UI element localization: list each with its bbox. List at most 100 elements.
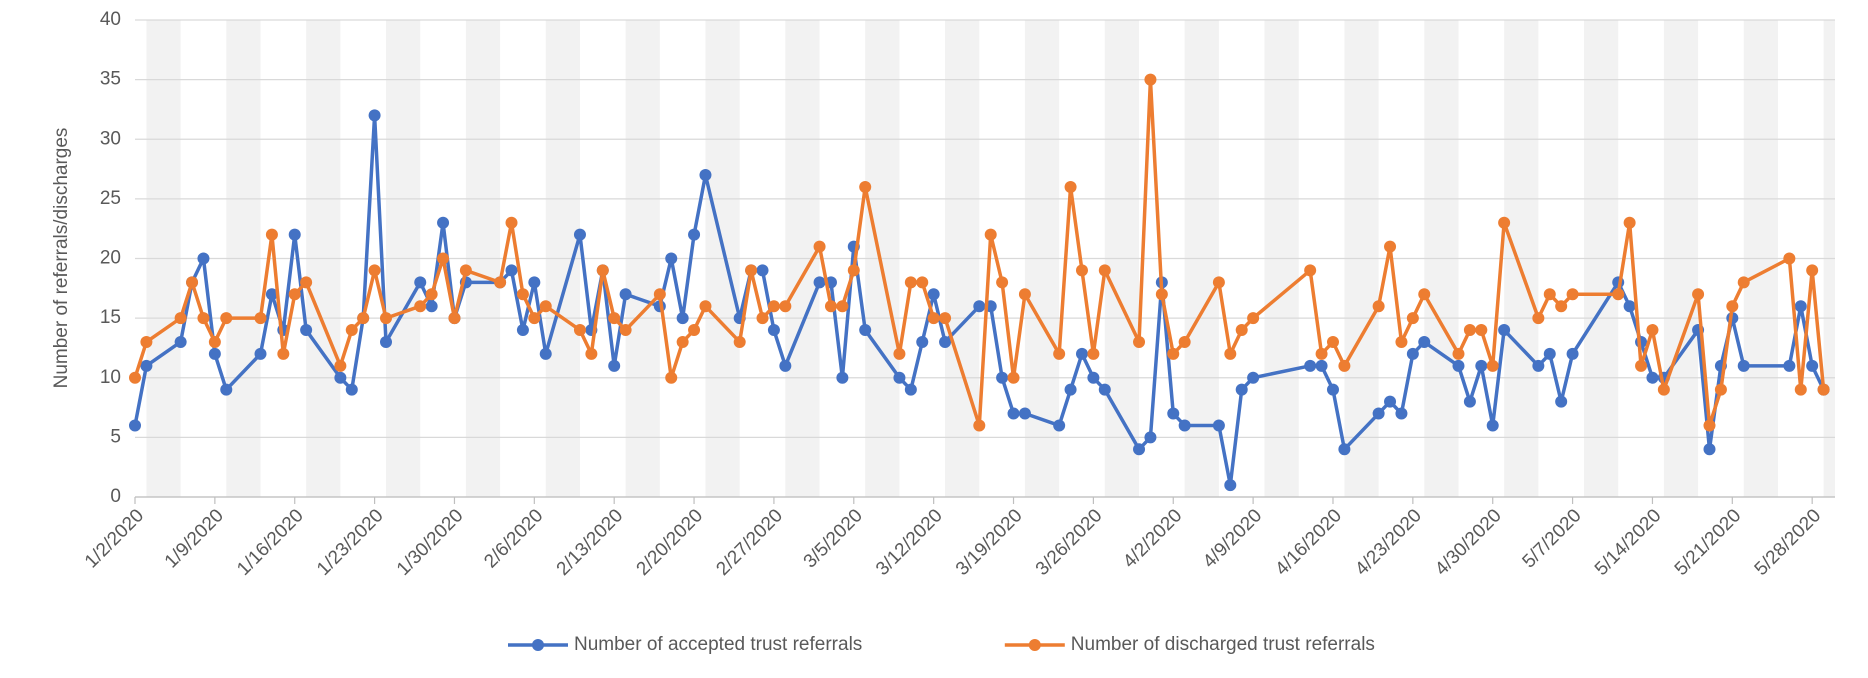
point (608, 359, 621, 372)
point (688, 228, 701, 241)
point (1566, 288, 1579, 301)
point (927, 288, 940, 301)
x-tick-label: 5/14/2020 (1591, 505, 1666, 580)
point (1612, 288, 1625, 301)
y-tick-label: 20 (100, 248, 121, 269)
point (859, 180, 872, 193)
point (1167, 347, 1180, 360)
point (437, 216, 450, 229)
x-tick-label: 4/30/2020 (1431, 505, 1506, 580)
point (608, 312, 621, 325)
point (1646, 324, 1659, 337)
point (653, 288, 666, 301)
x-tick-label: 4/16/2020 (1271, 505, 1346, 580)
point (1783, 252, 1796, 265)
point (505, 216, 518, 229)
point (437, 252, 450, 265)
point (585, 347, 598, 360)
point (1475, 324, 1488, 337)
point (1555, 395, 1568, 408)
point (380, 312, 393, 325)
point (733, 335, 746, 348)
point (1806, 264, 1819, 277)
point (1247, 371, 1260, 384)
point (1635, 359, 1648, 372)
point (1486, 419, 1499, 432)
point (1543, 347, 1556, 360)
point (665, 252, 678, 265)
point (345, 324, 358, 337)
point (699, 300, 712, 313)
point (1304, 264, 1317, 277)
legend-label: Number of discharged trust referrals (1071, 634, 1375, 655)
point (129, 371, 141, 384)
point (1372, 300, 1385, 313)
point (984, 228, 997, 241)
point (813, 276, 826, 289)
point (1315, 359, 1328, 372)
point (836, 300, 849, 313)
x-tick-label: 1/23/2020 (313, 505, 388, 580)
point (973, 419, 986, 432)
point (1098, 383, 1111, 396)
point (1247, 312, 1260, 325)
point (1646, 371, 1659, 384)
point (1212, 276, 1225, 289)
point (528, 312, 541, 325)
x-tick-label: 4/9/2020 (1199, 505, 1266, 572)
point (334, 359, 347, 372)
point (1178, 335, 1191, 348)
point (1338, 443, 1351, 456)
point (1384, 395, 1397, 408)
point (1794, 300, 1807, 313)
point (448, 312, 461, 325)
point (1098, 264, 1111, 277)
point (288, 288, 301, 301)
point (1703, 443, 1716, 456)
point (208, 335, 221, 348)
x-tick-label: 3/26/2020 (1032, 505, 1107, 580)
point (836, 371, 849, 384)
point (1498, 216, 1511, 229)
point (1418, 288, 1431, 301)
point (1087, 347, 1100, 360)
point (140, 335, 153, 348)
point (1372, 407, 1385, 420)
point (893, 371, 906, 384)
point (939, 312, 952, 325)
point (1486, 359, 1499, 372)
point (1133, 335, 1146, 348)
y-tick-label: 35 (100, 69, 121, 90)
point (1167, 407, 1180, 420)
legend-marker (1028, 639, 1041, 651)
point (1452, 359, 1465, 372)
y-tick-label: 0 (110, 486, 121, 507)
point (425, 288, 438, 301)
x-tick-label: 2/6/2020 (480, 505, 547, 572)
point (186, 276, 199, 289)
point (1064, 180, 1077, 193)
point (1133, 443, 1146, 456)
point (1053, 419, 1066, 432)
point (1498, 324, 1511, 337)
x-tick-label: 3/12/2020 (872, 505, 947, 580)
point (220, 312, 233, 325)
x-tick-label: 1/2/2020 (81, 505, 148, 572)
point (425, 300, 438, 313)
point (904, 383, 917, 396)
point (688, 324, 701, 337)
point (1224, 347, 1237, 360)
point (300, 324, 313, 337)
point (1703, 419, 1716, 432)
point (1384, 240, 1397, 253)
point (893, 347, 906, 360)
point (779, 359, 792, 372)
point (1623, 300, 1636, 313)
point (1794, 383, 1807, 396)
point (813, 240, 826, 253)
point (1463, 395, 1476, 408)
point (1178, 419, 1191, 432)
x-tick-label: 2/13/2020 (553, 505, 628, 580)
point (1212, 419, 1225, 432)
point (516, 288, 529, 301)
